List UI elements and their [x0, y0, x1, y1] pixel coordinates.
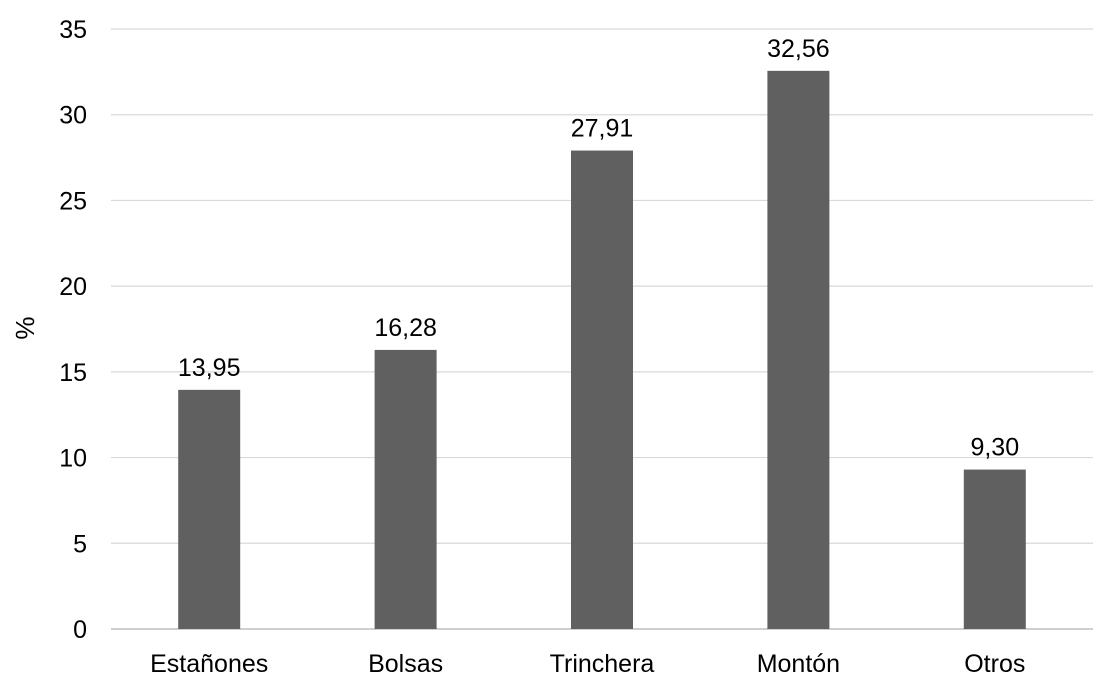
- bar-bolsas: [374, 349, 437, 629]
- y-tick-label: 15: [59, 359, 87, 387]
- data-labels: 13,95 16,28 27,91 32,56 9,30: [178, 35, 1019, 462]
- x-tick-label: Trinchera: [550, 650, 655, 677]
- y-tick-label: 25: [59, 187, 87, 215]
- x-tick-label: Bolsas: [368, 650, 443, 677]
- bars: [178, 70, 1026, 630]
- bar-montón: [767, 70, 830, 630]
- x-axis-ticks: Estañones Bolsas Trinchera Montón Otros: [150, 650, 1025, 677]
- data-label: 16,28: [374, 314, 437, 342]
- data-label: 9,30: [970, 434, 1019, 462]
- bar-otros: [963, 469, 1026, 629]
- y-tick-label: 10: [59, 445, 87, 473]
- bar-estañones: [178, 389, 241, 629]
- y-tick-label: 0: [73, 616, 87, 644]
- data-label: 13,95: [178, 354, 241, 382]
- data-label: 27,91: [571, 115, 634, 143]
- y-tick-label: 30: [59, 102, 87, 130]
- y-axis-ticks: 0 5 10 15 20 25 30 35: [59, 16, 87, 644]
- bar-trinchera: [571, 150, 633, 630]
- y-axis-title: %: [10, 316, 40, 339]
- x-tick-label: Estañones: [150, 650, 268, 677]
- y-tick-label: 20: [59, 273, 87, 301]
- x-tick-label: Otros: [964, 650, 1025, 677]
- data-label: 32,56: [767, 35, 830, 63]
- y-tick-label: 35: [59, 16, 87, 44]
- y-tick-label: 5: [73, 530, 87, 558]
- x-tick-label: Montón: [757, 650, 840, 677]
